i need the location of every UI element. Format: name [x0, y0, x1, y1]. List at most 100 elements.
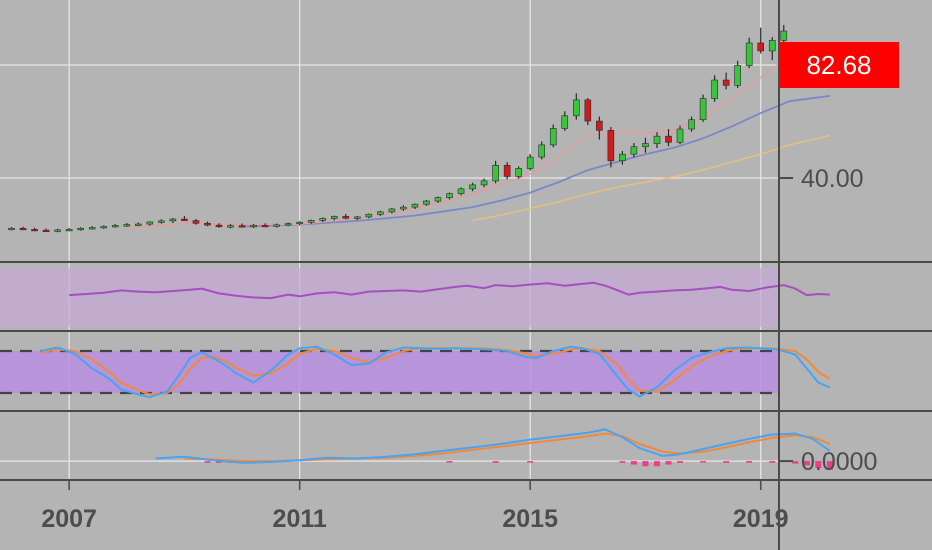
candle[interactable]	[65, 228, 73, 232]
candle-body-up	[388, 208, 396, 213]
macd-histogram-bar	[204, 461, 211, 463]
candle[interactable]	[688, 116, 695, 132]
candle[interactable]	[480, 178, 488, 188]
rsi-panel[interactable]	[69, 281, 830, 300]
candle[interactable]	[469, 182, 476, 192]
candle[interactable]	[699, 94, 707, 122]
macd-histogram-bar	[630, 461, 637, 465]
candle[interactable]	[88, 226, 96, 230]
candle[interactable]	[100, 225, 108, 229]
candle[interactable]	[307, 219, 315, 224]
candle[interactable]	[457, 187, 465, 196]
candle-body-up	[630, 146, 638, 155]
candle[interactable]	[757, 27, 765, 54]
candle[interactable]	[572, 93, 580, 120]
macd-histogram-bar	[653, 461, 660, 467]
candle[interactable]	[607, 126, 615, 168]
candle[interactable]	[111, 224, 119, 228]
time-axis-label: 2015	[502, 505, 558, 533]
candle-body-down	[238, 225, 246, 228]
candle[interactable]	[273, 223, 280, 228]
candle-body-down	[19, 228, 27, 231]
candle[interactable]	[284, 222, 292, 227]
candle[interactable]	[135, 222, 142, 227]
candle[interactable]	[492, 160, 499, 184]
candle[interactable]	[780, 24, 788, 45]
candle[interactable]	[515, 166, 522, 179]
candle[interactable]	[77, 227, 84, 231]
candle[interactable]	[596, 116, 603, 140]
candle[interactable]	[215, 223, 223, 228]
candle-body-up	[123, 224, 131, 227]
stochastic-k-line	[40, 345, 831, 399]
candle-body-up	[354, 216, 361, 219]
candle[interactable]	[319, 217, 327, 222]
candle[interactable]	[238, 223, 246, 228]
candle[interactable]	[561, 111, 569, 131]
candle[interactable]	[434, 196, 442, 203]
candle[interactable]	[584, 98, 592, 126]
price-panel[interactable]	[8, 24, 831, 233]
stochastic-panel[interactable]	[40, 345, 831, 399]
candle[interactable]	[261, 223, 269, 228]
candle[interactable]	[642, 137, 649, 153]
candle[interactable]	[768, 37, 776, 61]
candle[interactable]	[169, 217, 177, 224]
candle[interactable]	[446, 192, 453, 200]
candle[interactable]	[734, 60, 741, 88]
candle-body-up	[619, 153, 626, 162]
last-price-tag: 82.68	[779, 42, 899, 88]
candle[interactable]	[400, 205, 407, 211]
rsi-band	[0, 268, 778, 327]
candle[interactable]	[676, 125, 684, 145]
candle[interactable]	[665, 129, 672, 147]
candle[interactable]	[745, 37, 753, 69]
candle[interactable]	[722, 72, 730, 90]
candle[interactable]	[19, 226, 27, 231]
candle[interactable]	[411, 203, 419, 209]
candle[interactable]	[123, 223, 131, 227]
candle[interactable]	[388, 207, 396, 214]
candle[interactable]	[377, 210, 384, 216]
candle[interactable]	[42, 228, 50, 232]
candle[interactable]	[549, 124, 557, 148]
candle[interactable]	[503, 162, 511, 180]
candle[interactable]	[619, 150, 626, 165]
candle[interactable]	[296, 221, 303, 226]
candle[interactable]	[54, 228, 61, 233]
candle-body-down	[503, 164, 511, 177]
candle[interactable]	[423, 199, 430, 206]
candle[interactable]	[158, 219, 165, 224]
candle[interactable]	[227, 224, 234, 229]
candle[interactable]	[181, 216, 188, 221]
candle-body-up	[526, 156, 534, 169]
candle-body-down	[42, 229, 50, 232]
candle[interactable]	[146, 221, 154, 226]
candle[interactable]	[192, 219, 200, 225]
candle[interactable]	[365, 213, 373, 219]
candle-body-down	[757, 42, 765, 52]
candle[interactable]	[250, 224, 257, 229]
candle[interactable]	[653, 132, 661, 149]
price-axis-label: 40.00	[801, 165, 864, 193]
candle[interactable]	[354, 215, 361, 221]
candle-body-up	[434, 197, 442, 202]
candle-body-up	[549, 128, 557, 146]
macd-histogram-bar	[527, 461, 534, 463]
macd-panel[interactable]	[155, 428, 833, 470]
candle[interactable]	[630, 143, 638, 158]
candle-body-up	[572, 99, 580, 117]
time-axis-label: 2019	[733, 505, 789, 533]
candle[interactable]	[31, 227, 38, 232]
candle[interactable]	[330, 215, 338, 221]
candle[interactable]	[538, 141, 546, 160]
candle-body-up	[158, 220, 165, 223]
candle-body-up	[284, 223, 292, 226]
candle[interactable]	[711, 75, 718, 102]
candle[interactable]	[342, 214, 350, 220]
candle[interactable]	[526, 154, 534, 171]
candle-body-down	[192, 220, 200, 224]
candle[interactable]	[8, 226, 15, 231]
candle[interactable]	[204, 221, 211, 227]
